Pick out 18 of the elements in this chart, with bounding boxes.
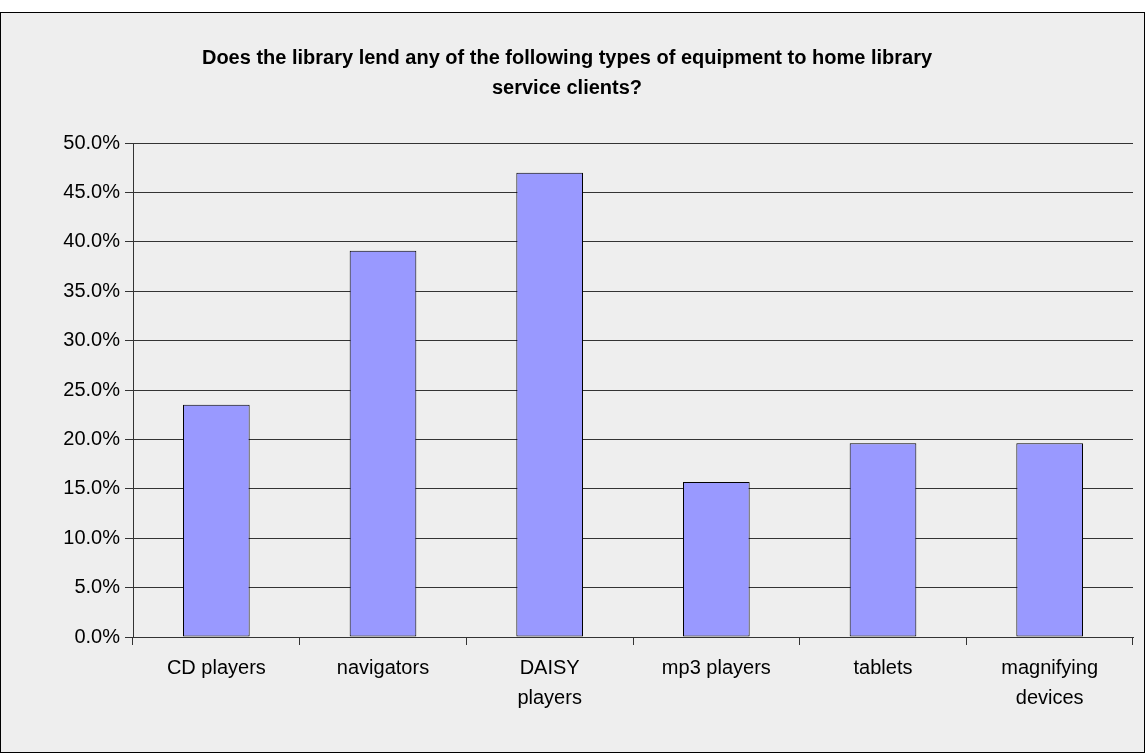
chart-title: Does the library lend any of the following types of equipment to home library service clients? [201,45,933,98]
x-tick-label: tablets [853,655,913,678]
x-tick-label: CD players [166,655,266,678]
x-tick-label: navigators [336,655,430,678]
x-tick-label: DAISY players [517,655,582,708]
y-tick-label: 50.0% [63,130,121,153]
y-tick-label: 35.0% [63,278,121,301]
y-tick-label: 25.0% [63,377,121,400]
y-tick-label: 5.0% [74,575,121,598]
y-tick-label: 30.0% [63,328,121,351]
x-tick-label: magnifying devices [1001,655,1099,708]
y-tick-label: 20.0% [63,426,121,449]
y-tick-label: 40.0% [63,229,121,252]
y-tick-label: 45.0% [63,179,121,202]
y-tick-label: 0.0% [74,624,121,647]
y-tick-label: 15.0% [63,476,121,499]
x-tick-label: mp3 players [661,655,771,678]
y-tick-label: 10.0% [63,525,121,548]
